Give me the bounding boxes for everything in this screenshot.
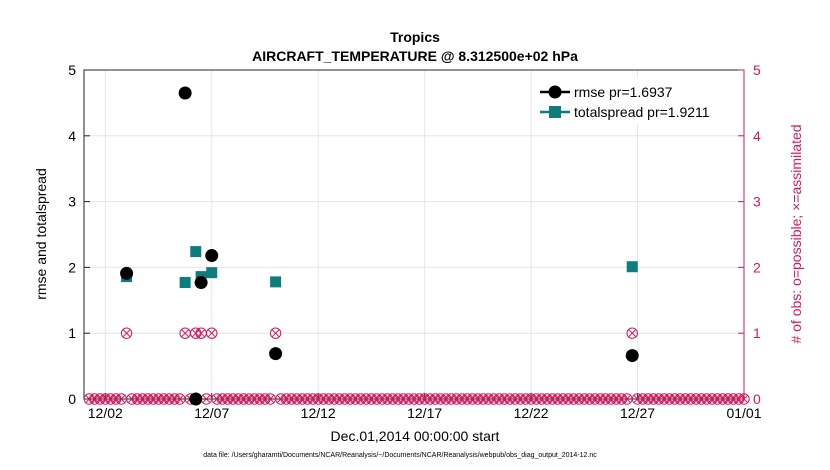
y-tick-label-right: 1 (753, 325, 761, 341)
legend: rmse pr=1.6937 totalspread pr=1.9211 (536, 78, 742, 124)
obs-assimilated-x (175, 395, 184, 403)
totalspread-point (190, 246, 202, 258)
x-tick-label: 12/07 (194, 405, 229, 421)
x-axis-label: Dec.01,2014 00:00:00 start (331, 428, 500, 444)
rmse-point (194, 276, 208, 290)
obs-assimilated-x (202, 395, 211, 403)
obs-assimilated-x (197, 329, 206, 338)
obs-possible-circle (120, 327, 133, 339)
legend-totalspread-marker (549, 106, 561, 118)
rmse-point (625, 349, 639, 363)
totalspread-point (179, 277, 191, 289)
legend-rmse-marker (548, 85, 562, 99)
obs-assimilated-x (740, 395, 748, 403)
y-tick-label-right: 2 (753, 259, 761, 275)
left-axis: 0 1 2 3 4 5 (68, 62, 90, 407)
y-axis-label-right: # of obs: o=possible; ×=assimilated (788, 124, 804, 343)
y-tick-label-left: 4 (68, 128, 76, 144)
rmse-point (189, 392, 203, 406)
x-tick-label: 12/02 (88, 405, 123, 421)
y-tick-label-left: 2 (68, 259, 76, 275)
obs-assimilated-x (181, 329, 190, 338)
obs-possible-circle (738, 393, 750, 405)
y-tick-label-left: 0 (68, 391, 76, 407)
obs-possible-circle (269, 327, 282, 339)
y-tick-label-right: 3 (753, 194, 761, 210)
obs-count-marker (206, 327, 218, 339)
totalspread-point (270, 276, 282, 288)
x-tick-label: 12/12 (301, 405, 336, 421)
rmse-point (205, 249, 219, 263)
obs-assimilated-x (207, 329, 216, 338)
y-tick-label-left: 1 (68, 325, 76, 341)
obs-assimilated-x (266, 395, 275, 403)
y-tick-label-right: 5 (753, 62, 761, 78)
obs-assimilated-x (622, 395, 631, 403)
obs-count-marker (626, 327, 638, 339)
x-tick-label: 12/22 (514, 405, 549, 421)
obs-possible-circle (626, 327, 638, 339)
y-tick-label-right: 0 (753, 391, 761, 407)
data-file-footer: data file: /Users/gharamti/Documents/NCA… (203, 452, 597, 459)
legend-totalspread-label: totalspread pr=1.9211 (574, 104, 710, 120)
x-tick-label: 01/01 (726, 405, 761, 421)
obs-assimilated-x (271, 329, 280, 338)
obs-count-marker (738, 393, 750, 405)
chart-title: Tropics (390, 29, 440, 45)
obs-possible-circle (206, 327, 218, 339)
y-tick-label-left: 3 (68, 194, 76, 210)
rmse-point (178, 86, 192, 100)
obs-count-marker (269, 327, 282, 339)
y-tick-label-left: 5 (68, 62, 76, 78)
legend-box (536, 78, 742, 124)
legend-rmse-label: rmse pr=1.6937 (574, 84, 673, 100)
x-tick-label: 12/27 (620, 405, 655, 421)
x-tick-label: 12/17 (407, 405, 442, 421)
rmse-point (269, 347, 283, 361)
obs-count-marker (120, 327, 133, 339)
chart-subtitle: AIRCRAFT_TEMPERATURE @ 8.312500e+02 hPa (252, 48, 578, 64)
right-axis: 0 1 2 3 4 5 (738, 62, 761, 407)
totalspread-point (626, 261, 638, 273)
obs-assimilated-x (122, 329, 131, 338)
y-tick-label-right: 4 (753, 128, 761, 144)
totalspread-point (206, 267, 218, 279)
obs-assimilated-x (628, 329, 637, 338)
y-axis-label-left: rmse and totalspread (33, 168, 49, 300)
obs-count-series (83, 327, 750, 405)
rmse-series (120, 86, 639, 406)
obs-assimilated-x (117, 395, 126, 403)
x-axis: 12/02 12/07 12/12 12/17 12/22 12/27 01/01 (88, 393, 762, 421)
rmse-point (120, 266, 134, 280)
